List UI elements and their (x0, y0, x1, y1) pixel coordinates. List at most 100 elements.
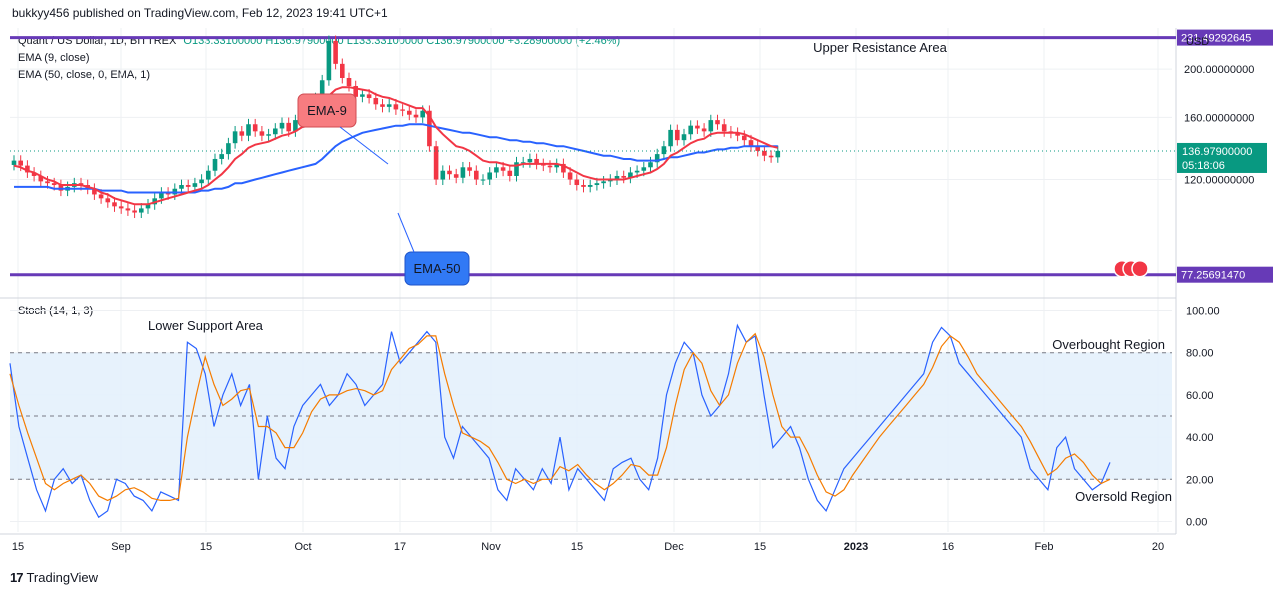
candle (286, 122, 291, 132)
candle (125, 208, 131, 211)
candle (393, 104, 399, 110)
candle (239, 131, 245, 136)
candle (681, 134, 687, 141)
candle (494, 167, 499, 173)
candle (206, 170, 211, 180)
ema9-callout-label: EMA-9 (307, 103, 347, 118)
candle (246, 124, 251, 136)
time-axis-tick: 15 (571, 541, 583, 553)
candle (299, 109, 305, 121)
candle (688, 125, 693, 135)
candle (273, 128, 278, 135)
candle (654, 154, 660, 163)
tradingview-logo-icon: 17 (10, 570, 24, 585)
candle (748, 140, 754, 147)
candle (252, 124, 258, 132)
price-axis-tick: 120.00000000 (1184, 175, 1254, 187)
candle (92, 188, 97, 195)
candle (634, 170, 640, 173)
lower-support-label: Lower Support Area (148, 318, 264, 333)
candle (762, 150, 767, 156)
candle (185, 185, 191, 187)
candle (293, 120, 298, 132)
candle (159, 192, 164, 199)
candle (279, 122, 285, 129)
candle (179, 185, 184, 189)
candle (319, 80, 325, 99)
time-axis-tick: 2023 (844, 541, 868, 553)
time-axis-tick: 15 (754, 541, 766, 553)
time-axis-tick: 15 (200, 541, 212, 553)
stoch-legend[interactable]: Stoch (14, 1, 3) (18, 305, 94, 317)
candle (621, 175, 626, 178)
candle (353, 86, 358, 97)
lower-level-label: 77.25691470 (1181, 270, 1245, 282)
candle (420, 110, 425, 118)
publish-header: bukkyy456 published on TradingView.com, … (12, 6, 388, 20)
candle (755, 146, 760, 151)
candle (587, 185, 593, 187)
candle (487, 172, 492, 180)
candle (386, 104, 392, 107)
candle (11, 160, 17, 165)
candle (567, 172, 573, 180)
candle (407, 110, 412, 115)
candle (72, 183, 77, 187)
candle (219, 154, 224, 159)
event-flag-icon (1131, 259, 1149, 278)
candle (768, 155, 774, 158)
candle (373, 98, 379, 105)
event-flag-icon (1122, 259, 1140, 278)
candle (514, 162, 519, 176)
candle (614, 175, 620, 180)
candle (728, 131, 734, 133)
last-price-tag (1177, 142, 1267, 173)
ema50-callout-label: EMA-50 (414, 261, 461, 276)
legend-main: Quant / US Dollar, 1D, BITTREX O133.3310… (18, 35, 620, 47)
candle (554, 163, 559, 168)
candle (507, 170, 513, 176)
legend-ema50[interactable]: EMA (50, close, 0, EMA, 1) (18, 69, 151, 81)
footer: 17 TradingView (10, 570, 98, 585)
candle (118, 206, 124, 209)
candle (527, 158, 533, 163)
candle (85, 185, 90, 189)
candle (413, 114, 419, 118)
time-axis-tick: Dec (664, 541, 684, 553)
time-axis-tick: Sep (111, 541, 131, 553)
ema50-line (14, 123, 778, 194)
legend-symbol[interactable]: Quant / US Dollar, 1D, BITTREX (18, 35, 177, 47)
candle (199, 179, 204, 184)
upper-level-tag (1177, 29, 1273, 46)
candle (346, 78, 352, 87)
candle (360, 94, 365, 97)
candle (266, 134, 271, 136)
candle (460, 167, 466, 178)
candle (735, 132, 740, 136)
candle (661, 146, 667, 155)
ema9-line (13, 86, 779, 206)
stoch-axis-tick: 80.00 (1186, 348, 1214, 360)
price-axis-tick: 200.00000000 (1184, 64, 1254, 76)
legend-ema9[interactable]: EMA (9, close) (18, 52, 90, 64)
lower-level-tag (1177, 266, 1273, 283)
time-axis-tick: 15 (12, 541, 24, 553)
stoch-d-line (9, 332, 1111, 502)
stoch-axis-tick: 0.00 (1186, 516, 1207, 528)
candle (574, 179, 580, 186)
ema9-callout-pointer (339, 126, 389, 165)
candle (668, 129, 673, 147)
candle (259, 131, 265, 136)
event-flag-icon (1113, 259, 1131, 278)
candle (474, 170, 479, 180)
time-axis-tick: 16 (942, 541, 954, 553)
candle (306, 109, 312, 118)
candle (675, 129, 680, 141)
time-axis-tick: 17 (394, 541, 406, 553)
candle (433, 146, 439, 180)
candle (58, 185, 64, 191)
countdown-label: 05:18:06 (1182, 160, 1225, 172)
candle (132, 210, 137, 213)
candle (38, 175, 44, 182)
